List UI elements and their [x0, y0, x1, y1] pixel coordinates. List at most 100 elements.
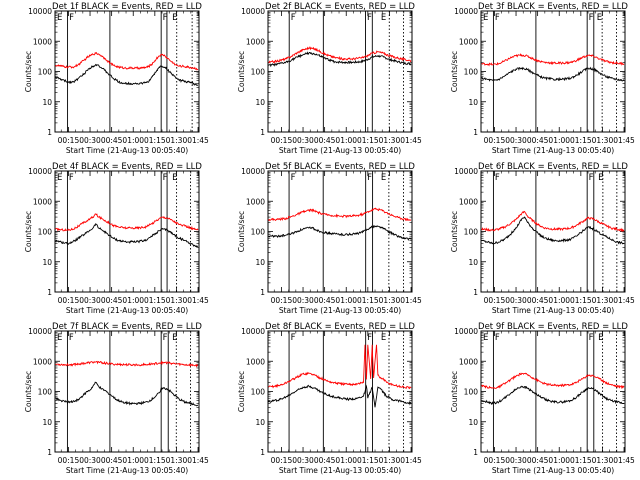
chart-panel-8: Det 8f BLACK = Events, RED = LLD 1 10 100 10… — [237, 322, 422, 475]
x-axis-label: Start Time (21-Aug-13 00:05:40) — [492, 146, 614, 155]
x-axis-label: Start Time (21-Aug-13 00:05:40) — [279, 306, 401, 315]
x-tick-label: 00:45 — [527, 296, 549, 305]
chart-title: Det 1f BLACK = Events, RED = LLD — [52, 2, 202, 12]
interval-marker-label: F — [367, 13, 372, 23]
interval-marker-label: E — [57, 333, 62, 343]
y-tick-label: 1000 — [33, 197, 52, 206]
x-axis-label: Start Time (21-Aug-13 00:05:40) — [66, 466, 188, 475]
x-tick-label: 01:00 — [548, 296, 570, 305]
chart-panel-2: Det 2f BLACK = Events, RED = LLD 1 10 100 10… — [237, 2, 422, 155]
plot-frame — [267, 330, 413, 453]
interval-marker-label: F — [69, 333, 74, 343]
interval-marker-label: E — [381, 333, 386, 343]
x-tick-label: 00:45 — [527, 456, 549, 465]
y-tick-label: 10 — [468, 98, 478, 107]
interval-marker-label: E — [172, 333, 177, 343]
x-tick-label: 01:15 — [570, 456, 592, 465]
chart-title: Det 7f BLACK = Events, RED = LLD — [52, 322, 202, 332]
y-axis-label: Counts/sec — [450, 371, 459, 412]
x-tick-label: 01:00 — [122, 296, 144, 305]
interval-marker-label: F — [163, 173, 168, 183]
y-tick-label: 10 — [468, 258, 478, 267]
interval-marker-label: F — [495, 13, 500, 23]
x-tick-label: 01:15 — [144, 136, 166, 145]
x-tick-label: 01:00 — [548, 456, 570, 465]
y-tick-label: 10 — [255, 258, 265, 267]
chart-panel-4: Det 4f BLACK = Events, RED = LLD 1 10 100 10… — [24, 162, 209, 315]
x-tick-label: 00:30 — [79, 136, 101, 145]
interval-marker-label: E — [483, 13, 488, 23]
interval-marker-label: F — [589, 173, 594, 183]
x-tick-label: 01:15 — [570, 136, 592, 145]
series-lld-line — [481, 53, 625, 67]
y-tick-label: 10 — [42, 258, 52, 267]
series-events-line — [268, 224, 412, 241]
y-tick-label: 1000 — [33, 37, 52, 46]
x-tick-label: 01:30 — [379, 456, 401, 465]
series-lld-line — [55, 51, 199, 71]
x-tick-label: 00:15 — [271, 136, 293, 145]
y-tick-label: 10000 — [454, 167, 478, 176]
x-tick-label: 00:15 — [58, 136, 80, 145]
interval-marker-label: F — [589, 333, 594, 343]
interval-marker-label: E — [172, 13, 177, 23]
x-tick-label: 01:15 — [144, 456, 166, 465]
x-tick-label: 01:45 — [187, 456, 209, 465]
chart-title: Det 9f BLACK = Events, RED = LLD — [478, 322, 628, 332]
interval-marker-label: F — [495, 173, 500, 183]
interval-marker-label: F — [163, 13, 168, 23]
y-axis-label: Counts/sec — [450, 51, 459, 92]
chart-panel-9: Det 9f BLACK = Events, RED = LLD 1 10 100 10… — [450, 322, 635, 475]
chart-panel-7: Det 7f BLACK = Events, RED = LLD 1 10 100 10… — [24, 322, 209, 475]
y-tick-label: 1 — [260, 128, 265, 137]
x-tick-label: 00:45 — [314, 456, 336, 465]
x-tick-label: 00:45 — [101, 136, 123, 145]
chart-title: Det 8f BLACK = Events, RED = LLD — [265, 322, 415, 332]
x-tick-label: 01:45 — [613, 456, 635, 465]
series-lld-line — [268, 344, 412, 390]
x-tick-label: 01:30 — [592, 136, 614, 145]
x-tick-label: 01:30 — [166, 136, 188, 145]
interval-marker-label: F — [69, 173, 74, 183]
x-tick-label: 01:30 — [379, 296, 401, 305]
interval-marker-label: F — [291, 13, 296, 23]
chart-title: Det 4f BLACK = Events, RED = LLD — [52, 162, 202, 172]
interval-marker-label: F — [367, 173, 372, 183]
x-tick-label: 01:00 — [122, 456, 144, 465]
x-tick-label: 01:15 — [144, 296, 166, 305]
y-tick-label: 10000 — [241, 327, 265, 336]
y-tick-label: 1000 — [246, 357, 265, 366]
x-axis-label: Start Time (21-Aug-13 00:05:40) — [279, 466, 401, 475]
x-tick-label: 01:15 — [357, 136, 379, 145]
y-tick-label: 100 — [464, 228, 479, 237]
y-axis-label: Counts/sec — [237, 51, 246, 92]
y-tick-label: 1 — [47, 288, 52, 297]
x-tick-label: 01:30 — [592, 456, 614, 465]
x-axis-label: Start Time (21-Aug-13 00:05:40) — [279, 146, 401, 155]
interval-marker-label: F — [69, 13, 74, 23]
y-tick-label: 100 — [464, 388, 479, 397]
x-tick-label: 01:00 — [335, 296, 357, 305]
y-tick-label: 100 — [464, 68, 479, 77]
y-tick-label: 1000 — [33, 357, 52, 366]
interval-marker-label: E — [598, 173, 603, 183]
x-tick-label: 00:15 — [58, 296, 80, 305]
interval-marker-label: E — [172, 173, 177, 183]
plot-frame — [54, 330, 200, 453]
x-tick-label: 01:15 — [357, 456, 379, 465]
x-tick-label: 00:45 — [314, 136, 336, 145]
series-events-line — [55, 222, 199, 248]
chart-title: Det 3f BLACK = Events, RED = LLD — [478, 2, 628, 12]
series-events-line — [481, 66, 625, 82]
y-tick-label: 100 — [251, 68, 266, 77]
x-tick-label: 00:30 — [292, 136, 314, 145]
chart-panel-5: Det 5f BLACK = Events, RED = LLD 1 10 100 10… — [237, 162, 422, 315]
y-tick-label: 10 — [255, 98, 265, 107]
x-tick-label: 01:30 — [592, 296, 614, 305]
x-tick-label: 01:45 — [400, 456, 422, 465]
plot-frame — [480, 10, 626, 133]
y-tick-label: 10 — [255, 418, 265, 427]
x-tick-label: 00:15 — [271, 296, 293, 305]
y-tick-label: 10 — [42, 418, 52, 427]
x-axis-label: Start Time (21-Aug-13 00:05:40) — [66, 146, 188, 155]
